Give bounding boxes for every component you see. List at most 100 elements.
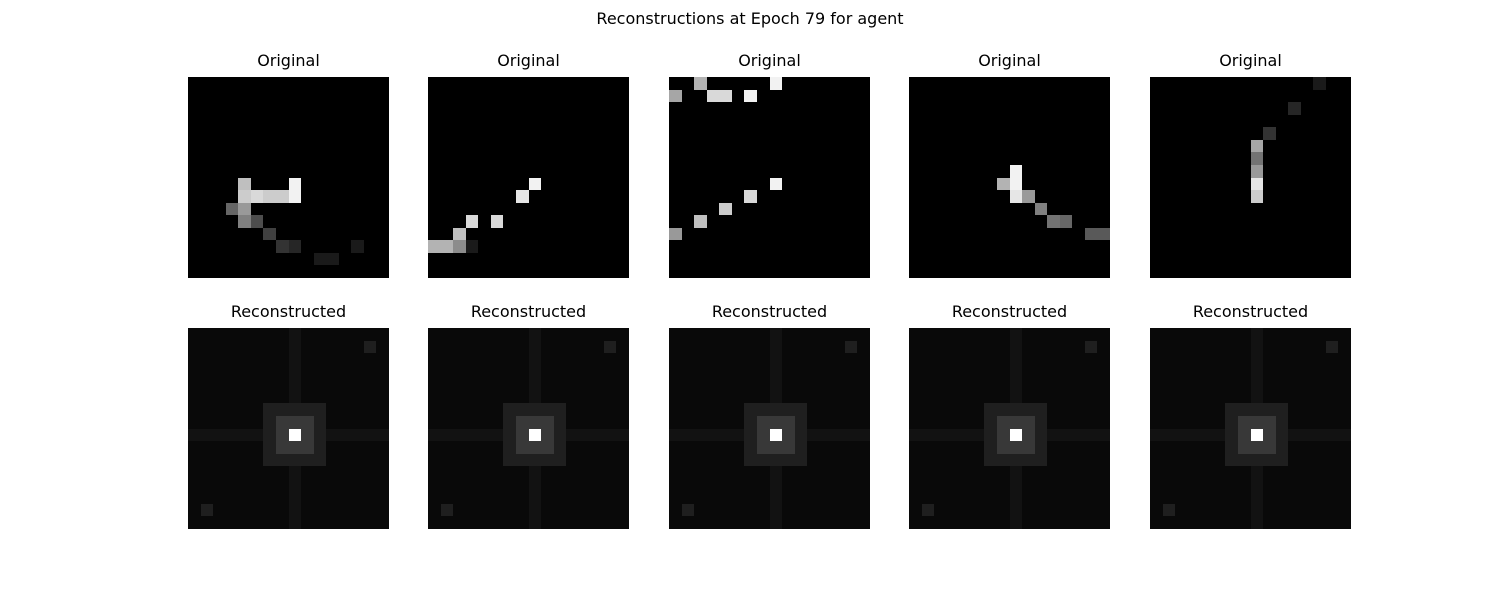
pixel-cell <box>1059 227 1073 241</box>
pixel-cell <box>238 503 251 517</box>
pixel-cell <box>706 177 720 191</box>
pixel-cell <box>1034 102 1048 115</box>
pixel-cell <box>1175 202 1188 216</box>
pixel-cell <box>428 491 441 504</box>
pixel-cell <box>1325 378 1339 391</box>
pixel-cell <box>428 428 441 442</box>
pixel-cell <box>1187 428 1201 442</box>
pixel-cell <box>769 127 783 140</box>
pixel-cell <box>363 77 377 90</box>
pixel-cell <box>465 127 479 140</box>
pixel-cell <box>1034 177 1048 191</box>
pixel-cell <box>996 353 1010 366</box>
pixel-cell <box>1084 428 1098 442</box>
pixel-cell <box>250 152 264 165</box>
image-canvas <box>428 328 629 529</box>
pixel-cell <box>578 102 592 115</box>
pixel-cell <box>769 164 783 178</box>
pixel-cell <box>541 77 554 90</box>
pixel-cell <box>1059 340 1073 354</box>
pixel-cell <box>996 77 1010 90</box>
pixel-cell <box>1250 265 1264 278</box>
pixel-cell <box>1250 227 1264 241</box>
pixel-cell <box>566 378 579 391</box>
pixel-cell <box>794 114 808 128</box>
pixel-cell <box>326 415 339 429</box>
pixel-cell <box>844 428 858 442</box>
pixel-cell <box>591 190 604 203</box>
pixel-cell <box>1250 252 1264 266</box>
pixel-cell <box>490 227 504 241</box>
pixel-cell <box>263 428 276 442</box>
pixel-cell <box>1200 415 1213 429</box>
pixel-cell <box>1325 102 1339 115</box>
pixel-cell <box>453 227 466 241</box>
pixel-cell <box>769 503 783 517</box>
pixel-cell <box>553 265 567 278</box>
pixel-cell <box>934 114 947 128</box>
pixel-cell <box>528 190 542 203</box>
pixel-cell <box>200 478 214 492</box>
pixel-cell <box>566 227 579 241</box>
pixel-cell <box>603 152 617 165</box>
pixel-cell <box>1150 177 1163 191</box>
pixel-cell <box>1097 139 1110 153</box>
pixel-cell <box>213 227 226 241</box>
pixel-cell <box>1250 328 1264 341</box>
pixel-cell <box>1072 252 1085 266</box>
pixel-cell <box>478 453 491 467</box>
pixel-cell <box>719 415 732 429</box>
pixel-cell <box>1250 415 1264 429</box>
pixel-cell <box>465 114 479 128</box>
pixel-cell <box>844 466 858 479</box>
pixel-cell <box>363 365 377 379</box>
pixel-cell <box>553 102 567 115</box>
pixel-cell <box>1175 252 1188 266</box>
pixel-cell <box>453 428 466 442</box>
pixel-cell <box>756 164 770 178</box>
pixel-cell <box>1225 102 1238 115</box>
pixel-cell <box>857 403 870 416</box>
pixel-cell <box>857 89 870 103</box>
pixel-cell <box>1150 390 1163 404</box>
pixel-cell <box>503 252 516 266</box>
pixel-cell <box>844 164 858 178</box>
pixel-cell <box>338 478 352 492</box>
pixel-cell <box>1237 516 1251 529</box>
panel-title: Reconstructed <box>470 302 587 321</box>
pixel-cell <box>669 478 682 492</box>
pixel-cell <box>1225 415 1238 429</box>
pixel-cell <box>490 503 504 517</box>
pixel-cell <box>959 328 972 341</box>
pixel-cell <box>566 503 579 517</box>
pixel-cell <box>225 503 239 517</box>
pixel-cell <box>756 240 770 253</box>
pixel-cell <box>1338 202 1351 216</box>
pixel-cell <box>616 453 629 467</box>
pixel-cell <box>616 403 629 416</box>
pixel-cell <box>1047 190 1060 203</box>
pixel-cell <box>971 152 985 165</box>
pixel-cell <box>250 190 264 203</box>
pixel-cell <box>807 252 820 266</box>
pixel-cell <box>453 491 466 504</box>
pixel-cell <box>769 491 783 504</box>
pixel-cell <box>1313 240 1326 253</box>
pixel-cell <box>238 190 251 203</box>
pixel-cell <box>1263 127 1276 140</box>
pixel-cell <box>996 127 1010 140</box>
pixel-cell <box>946 152 960 165</box>
pixel-cell <box>1097 428 1110 442</box>
pixel-cell <box>1047 403 1060 416</box>
pixel-cell <box>1187 190 1201 203</box>
pixel-cell <box>1263 215 1276 228</box>
pixel-cell <box>440 478 454 492</box>
pixel-cell <box>844 227 858 241</box>
pixel-cell <box>857 227 870 241</box>
pixel-cell <box>250 503 264 517</box>
pixel-cell <box>1162 164 1176 178</box>
pixel-cell <box>744 190 757 203</box>
pixel-cell <box>490 340 504 354</box>
pixel-cell <box>934 102 947 115</box>
pixel-cell <box>313 328 327 341</box>
